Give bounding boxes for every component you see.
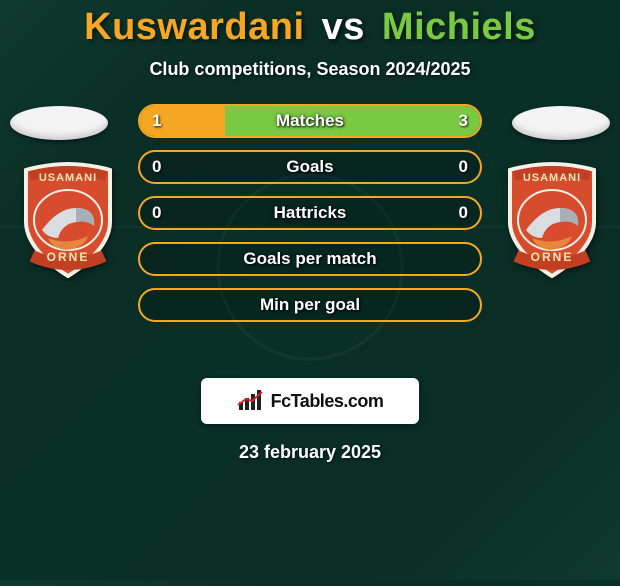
shield-icon: USAMANI ORNE: [18, 160, 118, 280]
stat-label: Hattricks: [274, 203, 347, 223]
source-logo-card: FcTables.com: [201, 378, 419, 424]
stat-rows: 1 Matches 3 0 Goals 0 0 Hattricks 0 Goal…: [138, 104, 482, 322]
fill-right: [225, 106, 480, 136]
club-crest-left: USAMANI ORNE: [18, 160, 118, 280]
stat-left-value: 0: [152, 157, 161, 177]
crest-top-text: USAMANI: [523, 172, 581, 184]
stat-label: Min per goal: [260, 295, 360, 315]
stat-left-value: 0: [152, 203, 161, 223]
player1-name: Kuswardani: [84, 6, 304, 48]
stat-row-goals-per-match: Goals per match: [138, 242, 482, 276]
stat-label: Goals per match: [243, 249, 376, 269]
shield-icon: USAMANI ORNE: [502, 160, 602, 280]
bar-chart-icon: [237, 390, 265, 412]
stat-label: Matches: [276, 111, 344, 131]
subtitle: Club competitions, Season 2024/2025: [0, 59, 620, 80]
source-brand: FcTables.com: [271, 391, 384, 412]
avatar-placeholder-left: [10, 106, 108, 140]
comparison-stage: USAMANI ORNE USAMANI ORNE 1 Matches: [0, 106, 620, 366]
stat-label: Goals: [286, 157, 333, 177]
avatar-placeholder-right: [512, 106, 610, 140]
stat-right-value: 0: [459, 203, 468, 223]
crest-top-text: USAMANI: [39, 172, 97, 184]
stat-row-matches: 1 Matches 3: [138, 104, 482, 138]
stat-left-value: 1: [152, 111, 161, 131]
stat-row-min-per-goal: Min per goal: [138, 288, 482, 322]
crest-bottom-text: ORNE: [531, 250, 574, 264]
headline: Kuswardani vs Michiels: [0, 6, 620, 49]
player2-name: Michiels: [382, 6, 536, 48]
vs-text: vs: [322, 6, 365, 48]
stat-row-hattricks: 0 Hattricks 0: [138, 196, 482, 230]
club-crest-right: USAMANI ORNE: [502, 160, 602, 280]
stat-right-value: 3: [459, 111, 468, 131]
crest-bottom-text: ORNE: [47, 250, 90, 264]
stat-right-value: 0: [459, 157, 468, 177]
stat-row-goals: 0 Goals 0: [138, 150, 482, 184]
date-text: 23 february 2025: [0, 442, 620, 463]
